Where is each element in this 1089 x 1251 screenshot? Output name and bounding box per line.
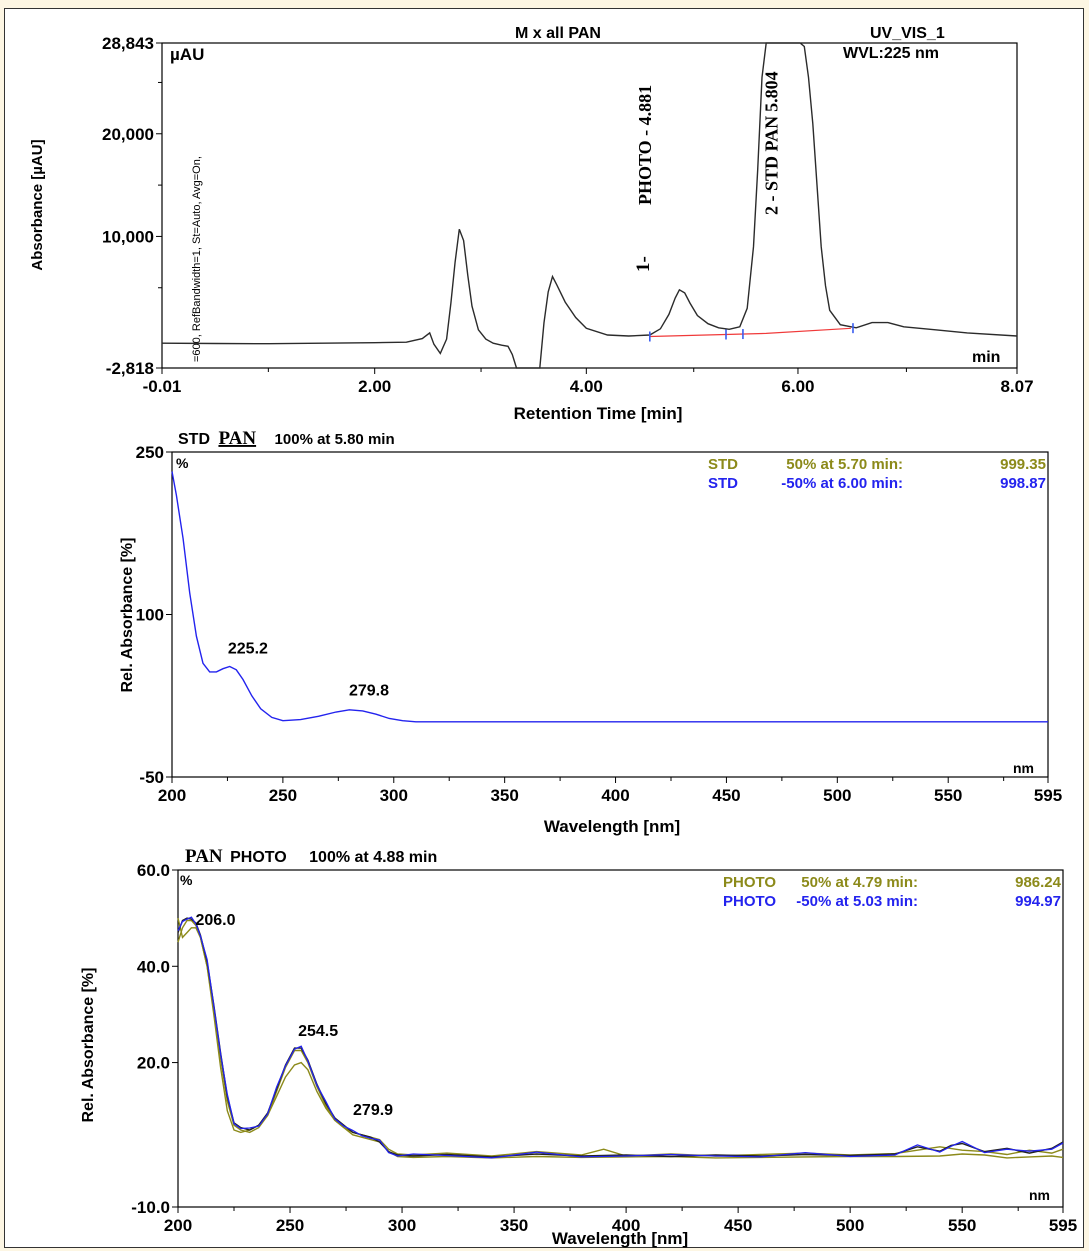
x-tick-label: 450 [724,1216,752,1235]
legend-value: 986.24 [1015,874,1062,891]
peak-label: 206.0 [195,912,235,929]
y-tick-label: 28,843 [102,34,154,53]
photo-x-axis-title: Wavelength [nm] [552,1229,688,1248]
x-tick-label: 595 [1049,1216,1077,1235]
legend-text: 50% at 4.79 min: [801,874,918,891]
x-axis-title: Retention Time [min] [514,404,683,423]
peak-label: 225.2 [228,640,268,657]
legend-name: STD [708,475,738,492]
unit-label: µAU [170,45,204,64]
x-tick-label: 595 [1034,786,1062,805]
peak-2-number: 2 - STD PAN [762,116,782,215]
std-y-axis-title: Rel. Absorbance [%] [119,538,136,693]
legend-value: 998.87 [1000,475,1046,492]
chromatogram-chart: M x all PAN UV_VIS_1 WVL:225 nm µAU min … [29,25,1034,423]
y-tick-label: 60.0 [137,861,170,880]
std-unit-label: % [176,455,189,471]
x-tick-label: 450 [712,786,740,805]
photo-x-unit-label: nm [1029,1187,1050,1203]
spectrum-line-blue [177,916,1064,1159]
wavelength-label: WVL:225 nm [843,45,939,62]
photo-title-b: PHOTO [230,849,287,866]
x-tick-label: 2.00 [358,377,391,396]
y-tick-label: -50 [139,768,164,787]
legend-value: 994.97 [1015,893,1061,910]
y-axis-title: Absorbance [µAU] [29,139,46,270]
legend-value: 999.35 [1000,456,1046,473]
peak-2-rt: 5.804 [762,71,782,112]
photo-title-c: 100% at 4.88 min [309,849,437,866]
std-x-axis-title: Wavelength [nm] [544,817,680,836]
y-tick-label: 10,000 [102,227,154,246]
std-spectrum-chart: STD PAN 100% at 5.80 min % nm Wavelength… [119,428,1062,836]
peak-label: 279.8 [349,683,389,700]
photo-plot-area [177,869,1064,1208]
x-tick-label: 550 [934,786,962,805]
photo-title: PAN PHOTO 100% at 4.88 min [185,846,437,867]
peak-label: 254.5 [298,1023,338,1040]
std-plot-area [171,451,1049,778]
x-tick-label: 400 [612,1216,640,1235]
legend-text: -50% at 6.00 min: [781,475,903,492]
x-tick-label: -0.01 [143,377,182,396]
y-tick-label: 250 [136,443,164,462]
x-tick-label: 200 [158,786,186,805]
x-tick-label: 6.00 [781,377,814,396]
legend-name: STD [708,456,738,473]
std-title-b: PAN [218,428,256,449]
x-tick-label: 250 [269,786,297,805]
method-note: =600, RefBandwidth=1, St=Auto, Avg=On, [191,156,203,362]
y-tick-label: 100 [136,606,164,625]
x-tick-label: 500 [836,1216,864,1235]
x-tick-label: 350 [500,1216,528,1235]
x-unit-label: min [972,349,1000,366]
x-tick-label: 350 [490,786,518,805]
x-tick-label: 550 [948,1216,976,1235]
photo-y-axis-title: Rel. Absorbance [%] [80,968,97,1123]
legend-text: 50% at 5.70 min: [786,456,903,473]
x-tick-label: 300 [380,786,408,805]
y-tick-label: -2,818 [106,359,154,378]
std-title-c: 100% at 5.80 min [275,431,395,448]
y-tick-label: 40.0 [137,957,170,976]
integration-baseline [649,327,851,338]
y-tick-label: 20,000 [102,125,154,144]
chart-frame [4,8,1084,1248]
std-x-unit-label: nm [1013,760,1034,776]
photo-title-a: PAN [185,846,223,867]
y-tick-label: -10.0 [131,1198,170,1217]
x-tick-label: 250 [276,1216,304,1235]
x-tick-label: 8.07 [1000,377,1033,396]
chromatogram-plot-area [161,42,1018,369]
x-tick-label: 200 [164,1216,192,1235]
std-title: STD PAN 100% at 5.80 min [178,428,395,449]
legend-name: PHOTO [723,874,776,891]
spectrum-line [171,471,1048,723]
std-title-a: STD [178,431,210,448]
x-tick-label: 500 [823,786,851,805]
channel-label: UV_VIS_1 [870,25,945,42]
chromatogram-trace [161,42,1018,369]
x-tick-label: 300 [388,1216,416,1235]
x-tick-label: 4.00 [570,377,603,396]
peak-2-label: 2 - STD PAN 5.804 [762,71,782,215]
peak-1-label: PHOTO - 4.881 [635,85,655,205]
photo-spectrum-chart: PAN PHOTO 100% at 4.88 min % nm Waveleng… [80,846,1077,1248]
peak-1-number: 1- [633,256,654,272]
chromatogram-title: M x all PAN [515,25,601,42]
x-tick-label: 400 [601,786,629,805]
y-tick-label: 20.0 [137,1054,170,1073]
legend-text: -50% at 5.03 min: [796,893,918,910]
peak-label: 279.9 [353,1102,393,1119]
legend-name: PHOTO [723,893,776,910]
photo-unit-label: % [180,872,193,888]
